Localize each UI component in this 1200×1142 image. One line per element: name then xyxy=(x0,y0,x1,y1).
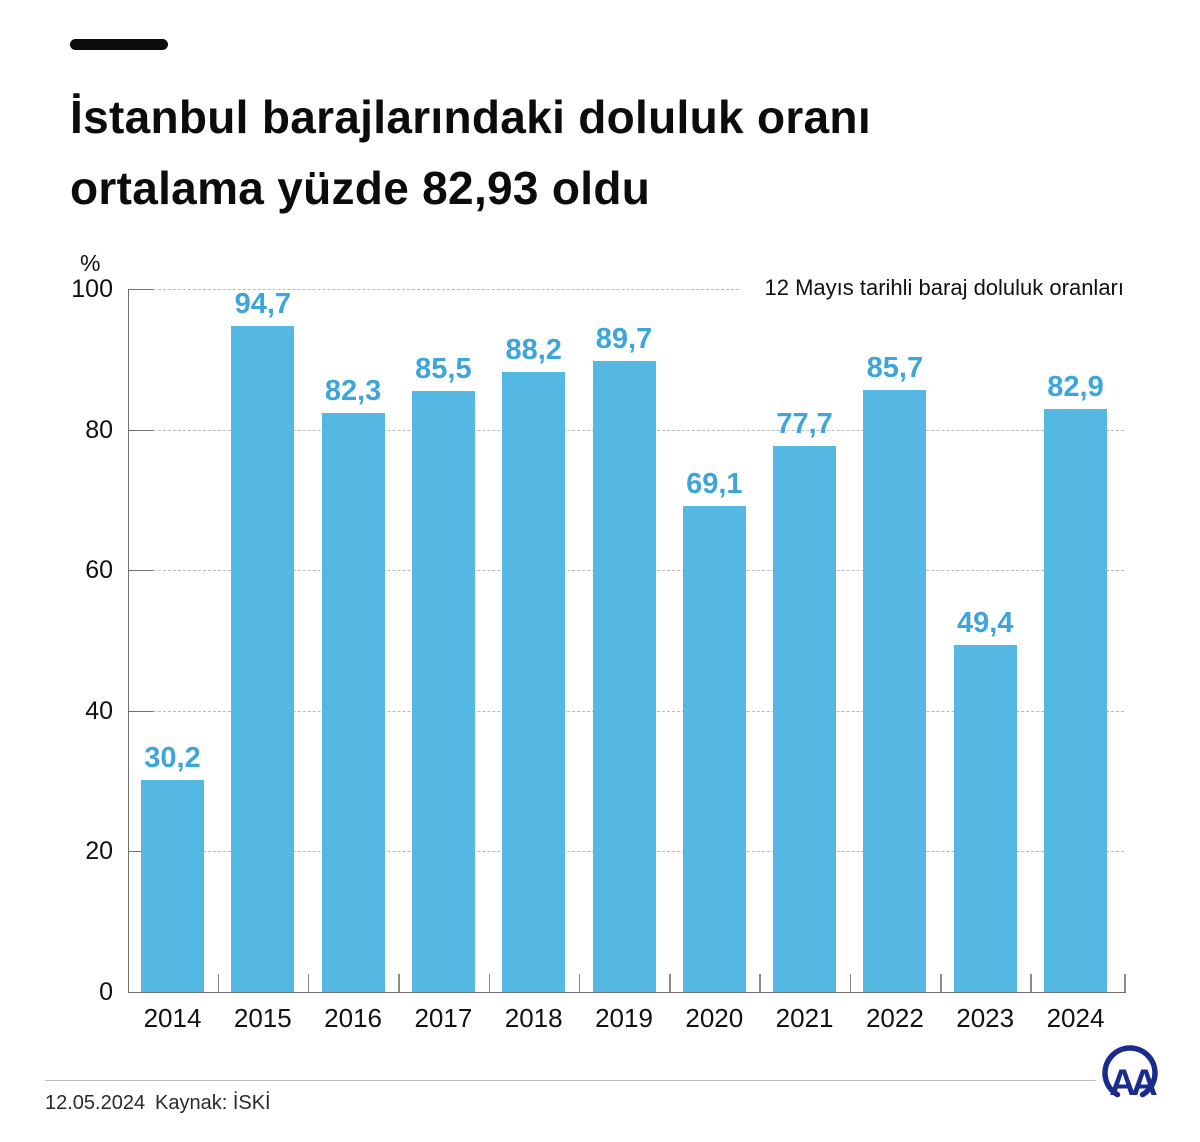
bar-2024 xyxy=(1044,409,1107,992)
bar-value-label-2024: 82,9 xyxy=(1047,371,1104,404)
y-axis-tick-100 xyxy=(129,289,153,290)
bar-2020 xyxy=(682,506,746,992)
bar-2021 xyxy=(773,445,837,992)
bar-chart-plot-area: 12 Mayıs tarihli baraj doluluk oranları … xyxy=(71,275,1126,1033)
bar-value-label-2016: 82,3 xyxy=(324,375,382,408)
bar-2016 xyxy=(321,413,385,992)
y-axis-label-0: 0 xyxy=(99,978,113,1006)
x-axis-tick-7 xyxy=(849,974,852,992)
x-axis-label-2014: 2014 xyxy=(143,1003,202,1033)
bar-value-label-2021: 77,7 xyxy=(776,407,833,440)
svg-text:AA: AA xyxy=(1109,1062,1157,1103)
x-axis-label-2019: 2019 xyxy=(595,1003,653,1033)
aa-logo: AA xyxy=(1102,1045,1162,1103)
x-axis-label-2016: 2016 xyxy=(324,1003,383,1033)
y-axis-unit-label: % xyxy=(80,250,101,276)
y-axis-tick-40 xyxy=(129,710,153,712)
x-axis-label-2020: 2020 xyxy=(685,1003,744,1033)
bar-value-label-2014: 30,2 xyxy=(144,741,201,774)
chart-annotation: 12 Mayıs tarihli baraj doluluk oranları xyxy=(764,275,1124,300)
x-axis-tick-6 xyxy=(759,974,761,992)
y-axis-label-80: 80 xyxy=(85,415,113,444)
x-axis-tick-5 xyxy=(669,974,671,992)
bar-2019 xyxy=(592,361,656,992)
bar-value-label-2023: 49,4 xyxy=(956,606,1014,639)
x-axis-tick-4 xyxy=(578,974,581,992)
x-axis-tick-2 xyxy=(398,974,400,992)
page-title-line1: İstanbul barajlarındaki doluluk oranı xyxy=(70,91,871,143)
bar-value-label-2015: 94,7 xyxy=(234,288,292,321)
bar-value-label-2019: 89,7 xyxy=(595,323,653,356)
y-axis-label-40: 40 xyxy=(85,696,113,725)
page-title: İstanbul barajlarındaki doluluk oranı or… xyxy=(70,82,1150,224)
y-axis-tick-80 xyxy=(129,429,153,431)
page-title-line2: ortalama yüzde 82,93 oldu xyxy=(70,162,651,214)
x-axis-tick-end xyxy=(1124,974,1126,992)
y-axis-label-60: 60 xyxy=(85,556,113,585)
x-axis-label-2017: 2017 xyxy=(414,1003,473,1033)
bar-2018 xyxy=(502,371,566,992)
bar-2017 xyxy=(411,390,475,992)
footer-divider xyxy=(45,1080,1096,1081)
x-axis-label-2024: 2024 xyxy=(1046,1003,1105,1033)
y-axis-tick-60 xyxy=(129,570,153,572)
gridline-100 xyxy=(153,289,739,290)
bar-2015 xyxy=(231,326,295,992)
x-axis-tick-0 xyxy=(217,974,220,992)
bar-value-label-2017: 85,5 xyxy=(415,352,472,385)
bar-2022 xyxy=(863,389,927,992)
bar-value-label-2020: 69,1 xyxy=(686,468,743,501)
x-axis-tick-1 xyxy=(307,974,310,992)
accent-dash xyxy=(70,39,168,50)
x-axis-tick-9 xyxy=(1030,974,1032,992)
x-axis-label-2021: 2021 xyxy=(775,1003,834,1033)
y-axis-label-20: 20 xyxy=(85,837,113,866)
x-axis-label-2018: 2018 xyxy=(504,1003,563,1033)
x-axis-label-2022: 2022 xyxy=(865,1003,924,1033)
x-axis-tick-3 xyxy=(488,974,491,992)
bar-value-label-2018: 88,2 xyxy=(505,333,562,366)
footer-date: 12.05.2024 xyxy=(45,1092,146,1114)
x-axis-label-2023: 2023 xyxy=(956,1003,1015,1033)
y-axis-label-100: 100 xyxy=(71,275,113,303)
bar-2023 xyxy=(953,644,1017,992)
x-axis-label-2015: 2015 xyxy=(233,1003,292,1033)
footer-source: Kaynak: İSKİ xyxy=(155,1092,271,1114)
bar-2014 xyxy=(141,779,204,992)
x-axis-tick-8 xyxy=(940,974,942,992)
bar-value-label-2022: 85,7 xyxy=(866,351,924,384)
